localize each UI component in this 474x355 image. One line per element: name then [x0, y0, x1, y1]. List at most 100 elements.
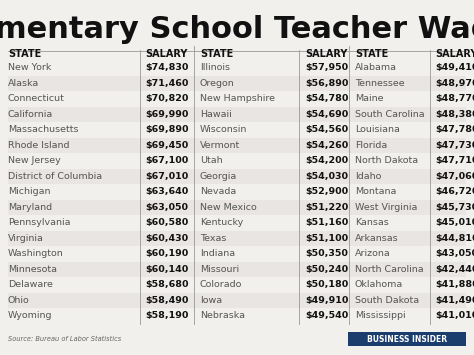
Text: STATE: STATE [200, 49, 233, 59]
Text: $52,900: $52,900 [305, 187, 348, 196]
Text: $48,770: $48,770 [435, 94, 474, 103]
Text: SALARY: SALARY [435, 49, 474, 59]
Text: $54,560: $54,560 [305, 125, 348, 134]
Text: $60,140: $60,140 [145, 265, 188, 274]
Text: Indiana: Indiana [200, 249, 235, 258]
FancyBboxPatch shape [8, 137, 466, 153]
Text: New York: New York [8, 63, 51, 72]
Text: New Mexico: New Mexico [200, 203, 257, 212]
Text: $58,490: $58,490 [145, 296, 188, 305]
Text: Arizona: Arizona [355, 249, 391, 258]
FancyBboxPatch shape [348, 332, 466, 346]
Text: BUSINESS INSIDER: BUSINESS INSIDER [367, 334, 447, 344]
Text: $45,010: $45,010 [435, 218, 474, 227]
Text: Nevada: Nevada [200, 187, 236, 196]
Text: STATE: STATE [355, 49, 388, 59]
Text: $45,730: $45,730 [435, 203, 474, 212]
Text: South Dakota: South Dakota [355, 296, 419, 305]
Text: $42,440: $42,440 [435, 265, 474, 274]
Text: SALARY: SALARY [145, 49, 187, 59]
Text: $54,690: $54,690 [305, 110, 348, 119]
Text: $51,160: $51,160 [305, 218, 348, 227]
Text: $51,100: $51,100 [305, 234, 348, 243]
Text: $49,410: $49,410 [435, 63, 474, 72]
Text: Massachusetts: Massachusetts [8, 125, 79, 134]
Text: $47,780: $47,780 [435, 125, 474, 134]
Text: $60,430: $60,430 [145, 234, 188, 243]
FancyBboxPatch shape [8, 262, 466, 277]
Text: $46,720: $46,720 [435, 187, 474, 196]
Text: West Virginia: West Virginia [355, 203, 418, 212]
Text: North Carolina: North Carolina [355, 265, 424, 274]
Text: Illinois: Illinois [200, 63, 230, 72]
Text: Delaware: Delaware [8, 280, 53, 289]
FancyBboxPatch shape [8, 169, 466, 184]
Text: $41,010: $41,010 [435, 311, 474, 320]
Text: $60,190: $60,190 [145, 249, 188, 258]
Text: District of Columbia: District of Columbia [8, 172, 102, 181]
Text: Iowa: Iowa [200, 296, 222, 305]
Text: Florida: Florida [355, 141, 387, 150]
Text: California: California [8, 110, 53, 119]
Text: Oregon: Oregon [200, 79, 235, 88]
Text: Ohio: Ohio [8, 296, 30, 305]
Text: Connecticut: Connecticut [8, 94, 65, 103]
Text: $69,990: $69,990 [145, 110, 188, 119]
Text: New Hampshire: New Hampshire [200, 94, 275, 103]
Text: Minnesota: Minnesota [8, 265, 57, 274]
Text: $74,830: $74,830 [145, 63, 188, 72]
Text: $49,910: $49,910 [305, 296, 348, 305]
Text: Alaska: Alaska [8, 79, 39, 88]
Text: $54,260: $54,260 [305, 141, 348, 150]
Text: $63,050: $63,050 [145, 203, 188, 212]
Text: Colorado: Colorado [200, 280, 242, 289]
Text: $56,890: $56,890 [305, 79, 348, 88]
Text: $50,240: $50,240 [305, 265, 348, 274]
Text: $58,190: $58,190 [145, 311, 188, 320]
Text: Louisiana: Louisiana [355, 125, 400, 134]
Text: New Jersey: New Jersey [8, 156, 61, 165]
Text: $54,030: $54,030 [305, 172, 348, 181]
Text: Washington: Washington [8, 249, 64, 258]
Text: Maine: Maine [355, 94, 383, 103]
Text: $47,710: $47,710 [435, 156, 474, 165]
Text: Utah: Utah [200, 156, 223, 165]
Text: Vermont: Vermont [200, 141, 240, 150]
Text: $71,460: $71,460 [145, 79, 188, 88]
Text: $58,680: $58,680 [145, 280, 189, 289]
Text: $69,450: $69,450 [145, 141, 188, 150]
Text: $48,380: $48,380 [435, 110, 474, 119]
FancyBboxPatch shape [8, 106, 466, 121]
Text: $50,350: $50,350 [305, 249, 348, 258]
Text: Maryland: Maryland [8, 203, 52, 212]
Text: $54,780: $54,780 [305, 94, 348, 103]
Text: Idaho: Idaho [355, 172, 382, 181]
FancyBboxPatch shape [8, 200, 466, 214]
Text: Rhode Island: Rhode Island [8, 141, 70, 150]
Text: $49,540: $49,540 [305, 311, 348, 320]
Text: Michigan: Michigan [8, 187, 51, 196]
Text: $67,010: $67,010 [145, 172, 188, 181]
Text: $48,970: $48,970 [435, 79, 474, 88]
Text: SALARY: SALARY [305, 49, 347, 59]
Text: $47,730: $47,730 [435, 141, 474, 150]
Text: $57,950: $57,950 [305, 63, 348, 72]
Text: Tennessee: Tennessee [355, 79, 405, 88]
Text: Kentucky: Kentucky [200, 218, 243, 227]
FancyBboxPatch shape [8, 293, 466, 307]
Text: $63,640: $63,640 [145, 187, 188, 196]
Text: $41,880: $41,880 [435, 280, 474, 289]
Text: Wisconsin: Wisconsin [200, 125, 247, 134]
Text: $67,100: $67,100 [145, 156, 188, 165]
Text: Nebraska: Nebraska [200, 311, 245, 320]
Text: $47,060: $47,060 [435, 172, 474, 181]
Text: $69,890: $69,890 [145, 125, 189, 134]
Text: Missouri: Missouri [200, 265, 239, 274]
Text: Arkansas: Arkansas [355, 234, 399, 243]
Text: Wyoming: Wyoming [8, 311, 53, 320]
Text: South Carolina: South Carolina [355, 110, 425, 119]
Text: Pennsylvania: Pennsylvania [8, 218, 71, 227]
Text: $41,490: $41,490 [435, 296, 474, 305]
Text: North Dakota: North Dakota [355, 156, 418, 165]
Text: Georgia: Georgia [200, 172, 237, 181]
